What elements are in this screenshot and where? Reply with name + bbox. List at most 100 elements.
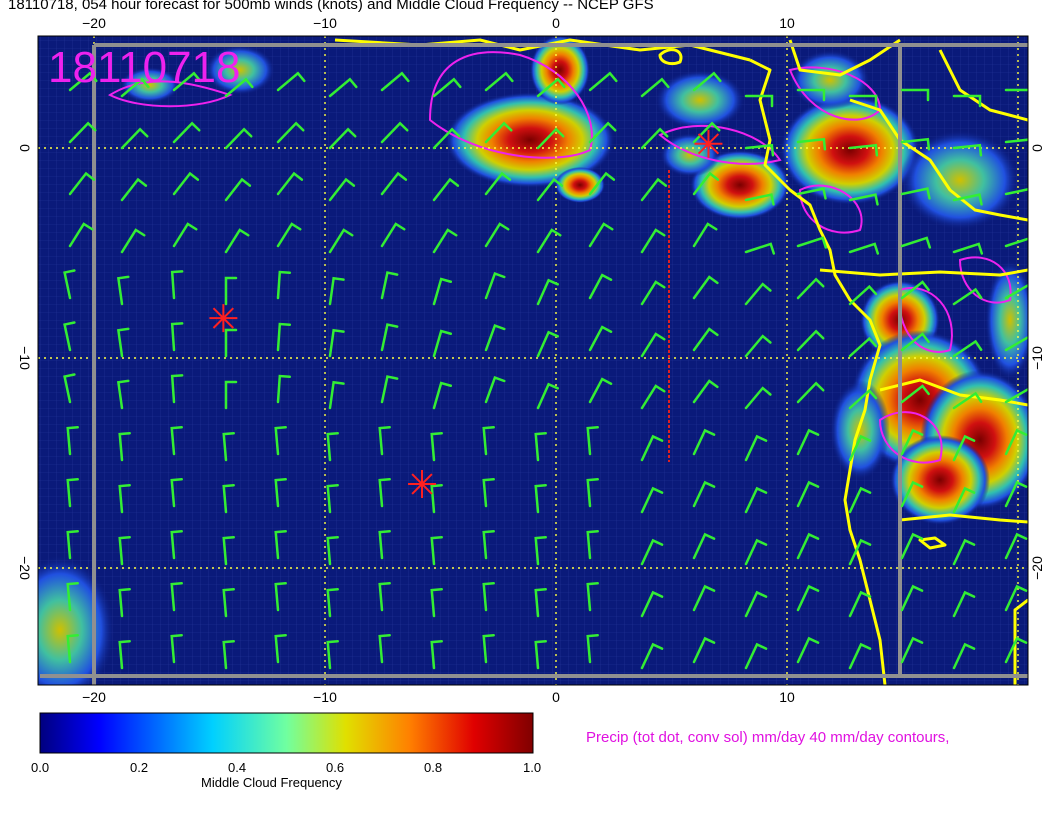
wind-barb bbox=[68, 121, 97, 144]
wind-barb bbox=[848, 193, 879, 206]
wind-barb bbox=[900, 187, 931, 200]
wind-barb bbox=[848, 538, 872, 566]
wind-barb bbox=[640, 384, 666, 410]
wind-barb bbox=[796, 277, 825, 300]
wind-barb bbox=[224, 77, 254, 98]
wind-barb bbox=[952, 590, 976, 618]
wind-barb bbox=[1004, 480, 1028, 508]
wind-barb bbox=[484, 271, 506, 300]
wind-barb bbox=[118, 483, 131, 514]
wind-barb bbox=[224, 127, 253, 150]
markers bbox=[209, 129, 723, 498]
colorbar-tick: 0.2 bbox=[130, 760, 149, 775]
wind-barb bbox=[952, 143, 983, 157]
wind-barb bbox=[378, 425, 391, 456]
wind-barb bbox=[900, 532, 924, 560]
wind-barb bbox=[640, 538, 664, 566]
wind-barb bbox=[952, 486, 976, 514]
colorbar-tick: 0.0 bbox=[31, 760, 50, 775]
wind-barb bbox=[952, 434, 976, 462]
lat-tick-label: 0 bbox=[1029, 144, 1045, 152]
wind-barb bbox=[1004, 387, 1028, 404]
wind-barb bbox=[586, 529, 599, 560]
wind-barb bbox=[432, 381, 453, 410]
lon-tick-label-top: −20 bbox=[82, 15, 106, 31]
wind-barb bbox=[900, 236, 932, 249]
wind-barb bbox=[796, 329, 825, 352]
wind-barb bbox=[586, 581, 599, 612]
wind-barb bbox=[744, 434, 768, 462]
wind-barb bbox=[120, 228, 146, 254]
wind-barb bbox=[274, 477, 287, 508]
wind-barb bbox=[274, 425, 287, 456]
wind-barb bbox=[326, 431, 339, 462]
wind-barb bbox=[66, 581, 79, 612]
wind-barb bbox=[534, 639, 547, 670]
wind-barb bbox=[952, 287, 983, 306]
wind-barb bbox=[900, 137, 931, 151]
wind-barb bbox=[796, 636, 820, 664]
wind-barb bbox=[796, 137, 827, 151]
wind-barb bbox=[276, 71, 306, 92]
lat-tick-label: −20 bbox=[1029, 556, 1045, 580]
lon-tick-label-bottom: −10 bbox=[313, 689, 337, 705]
wind-barb bbox=[586, 425, 599, 456]
wind-barb bbox=[430, 639, 443, 670]
wind-barb bbox=[63, 321, 76, 352]
wind-barb bbox=[116, 379, 130, 410]
wind-barb bbox=[68, 171, 96, 196]
wind-barb bbox=[640, 280, 666, 306]
wind-barb bbox=[1004, 335, 1028, 352]
wind-barb bbox=[744, 334, 772, 358]
wind-barb bbox=[170, 529, 183, 560]
wind-barb bbox=[848, 143, 879, 157]
wind-barb bbox=[328, 328, 345, 358]
wind-barb bbox=[170, 633, 183, 664]
wind-barb bbox=[326, 639, 339, 670]
wind-barb bbox=[276, 270, 292, 300]
wind-barb bbox=[796, 584, 820, 612]
wind-barb bbox=[328, 127, 357, 150]
wind-barb bbox=[796, 428, 820, 456]
wind-barb bbox=[692, 532, 716, 560]
domain-box bbox=[40, 43, 1028, 685]
date-stamp: 18110718 bbox=[48, 43, 241, 92]
wind-barb bbox=[274, 633, 287, 664]
wind-barb bbox=[118, 639, 131, 670]
colorbar bbox=[39, 712, 534, 754]
wind-barb bbox=[328, 228, 354, 254]
wind-barb bbox=[222, 431, 235, 462]
wind-barb bbox=[952, 538, 976, 566]
wind-barb bbox=[952, 339, 983, 358]
wind-barb bbox=[796, 480, 820, 508]
wind-barb bbox=[432, 329, 453, 358]
wind-barb bbox=[692, 327, 719, 352]
wind-barb bbox=[326, 483, 339, 514]
wind-barb bbox=[170, 322, 184, 352]
wind-barb bbox=[848, 94, 878, 108]
wind-barb bbox=[536, 330, 559, 358]
lon-tick-label-bottom: 0 bbox=[552, 689, 560, 705]
wind-barb bbox=[63, 373, 76, 404]
wind-barb bbox=[796, 236, 828, 249]
wind-barb bbox=[222, 483, 235, 514]
wind-barb bbox=[692, 379, 719, 404]
lat-tick-label: 0 bbox=[17, 144, 33, 152]
wind-barb bbox=[536, 177, 564, 202]
wind-barb bbox=[380, 271, 399, 300]
wind-barb bbox=[380, 222, 406, 248]
wind-barb bbox=[328, 276, 345, 306]
wind-barb bbox=[274, 529, 287, 560]
wind-barb bbox=[796, 187, 827, 200]
wind-barb bbox=[952, 242, 984, 255]
wind-barb bbox=[640, 590, 664, 618]
wind-barb bbox=[1004, 532, 1028, 560]
wind-barb bbox=[848, 590, 872, 618]
wind-barb bbox=[744, 94, 774, 108]
wind-barb bbox=[1004, 188, 1028, 196]
wind-barb bbox=[328, 380, 345, 410]
lat-tick-label: −10 bbox=[1029, 346, 1045, 370]
lat-tick-label: −10 bbox=[17, 346, 33, 370]
wind-barb bbox=[848, 486, 872, 514]
